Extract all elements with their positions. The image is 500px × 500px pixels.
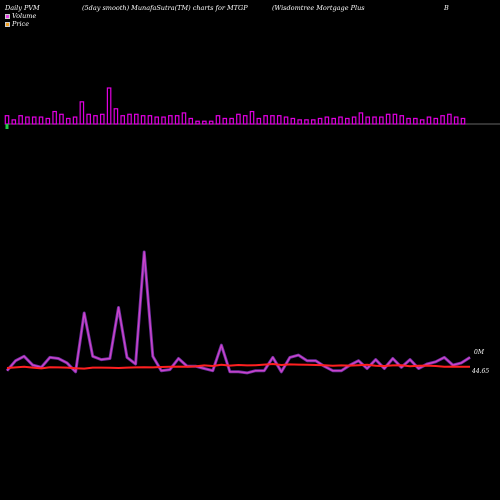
volume-bar — [351, 116, 357, 125]
volume-bar-down — [5, 124, 9, 129]
legend-volume-label: Volume — [12, 12, 37, 20]
volume-bar — [195, 120, 200, 125]
volume-line — [6, 251, 471, 374]
volume-bar — [174, 115, 180, 125]
volume-bar — [256, 117, 262, 125]
volume-bar — [283, 116, 289, 125]
volume-bar — [249, 110, 255, 125]
volume-bar — [161, 116, 166, 125]
legend-price-swatch — [5, 21, 10, 27]
legend-price-label: Price — [12, 20, 30, 28]
volume-bar — [11, 119, 17, 125]
volume-bar — [440, 115, 445, 125]
volume-bar — [25, 116, 30, 125]
volume-bar — [344, 117, 350, 125]
volume-right-label: 0M — [474, 349, 484, 356]
volume-bar — [310, 119, 316, 125]
volume-bar — [338, 116, 343, 125]
volume-bar — [236, 113, 241, 125]
volume-bar — [154, 116, 160, 125]
volume-bar — [188, 117, 194, 125]
volume-bar — [399, 115, 405, 125]
volume-bar — [79, 101, 85, 125]
volume-bar — [392, 113, 398, 125]
volume-bar — [59, 113, 64, 125]
volume-bar — [120, 115, 126, 125]
volume-bar — [215, 115, 221, 125]
volume-bar — [202, 120, 207, 125]
volume-bar — [372, 116, 377, 125]
volume-bar — [304, 119, 309, 125]
volume-bar — [406, 117, 411, 125]
volume-bar — [72, 116, 78, 125]
volume-bar — [290, 117, 296, 125]
volume-bar — [460, 117, 466, 125]
volume-bar — [147, 115, 153, 125]
volume-bar — [263, 115, 268, 125]
volume-bar — [113, 108, 119, 125]
header-title: (5day smooth) MunafaSutra(TM) charts for… — [82, 4, 248, 12]
volume-bar — [324, 116, 330, 125]
volume-bar — [140, 115, 146, 125]
volume-bar — [4, 115, 10, 125]
volume-bar — [276, 115, 282, 125]
volume-bar — [127, 113, 132, 125]
volume-bar — [433, 117, 439, 125]
volume-bar — [379, 116, 384, 125]
volume-bar — [208, 120, 214, 125]
volume-bar — [419, 119, 425, 125]
volume-line-shadow — [5, 250, 471, 375]
volume-bar — [270, 115, 275, 125]
volume-bar — [52, 110, 57, 125]
volume-bar — [65, 117, 71, 125]
volume-bar — [31, 116, 37, 125]
header-company: (Wisdomtree Mortgage Plus — [272, 4, 365, 12]
volume-bar — [413, 117, 418, 125]
volume-bar — [242, 115, 248, 125]
volume-bar — [106, 87, 112, 125]
volume-bar — [365, 116, 371, 125]
header-far: B — [444, 4, 449, 12]
volume-bar — [317, 117, 323, 125]
volume-bar — [134, 113, 139, 125]
volume-bar — [99, 113, 105, 125]
legend-price: Price — [5, 20, 29, 28]
volume-bar — [45, 117, 51, 125]
volume-bar — [447, 113, 452, 125]
volume-bar — [18, 115, 23, 125]
volume-bar — [385, 113, 391, 125]
volume-bar — [453, 116, 459, 125]
volume-bar — [358, 112, 364, 125]
volume-bar — [229, 117, 234, 125]
legend-volume-swatch — [5, 13, 10, 19]
legend-volume: Volume — [5, 12, 36, 20]
volume-bar — [93, 115, 98, 125]
volume-bar — [181, 112, 187, 125]
volume-bar — [297, 119, 302, 125]
price-right-label: 44.65 — [472, 368, 490, 375]
volume-bar — [38, 116, 44, 125]
volume-bar — [331, 117, 336, 125]
volume-bar — [426, 116, 432, 125]
volume-bar — [168, 115, 173, 125]
header-left: Daily PVM — [5, 4, 40, 12]
volume-bar — [222, 117, 228, 125]
price-line — [6, 363, 471, 370]
volume-bar — [86, 113, 91, 125]
